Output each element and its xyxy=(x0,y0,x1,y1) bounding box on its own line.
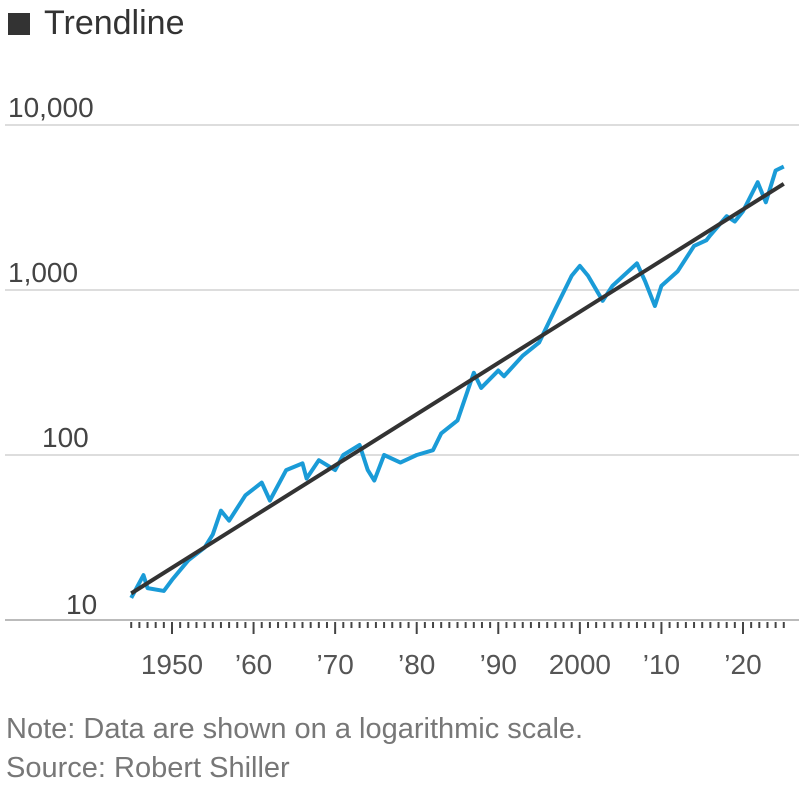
x-tick-label: ’80 xyxy=(398,649,435,680)
y-tick-label: 10 xyxy=(66,589,97,620)
y-tick-label: 100 xyxy=(42,422,89,453)
x-tick-label: ’90 xyxy=(480,649,517,680)
footnote: Note: Data are shown on a logarithmic sc… xyxy=(6,710,583,788)
legend-label-trendline: Trendline xyxy=(44,4,185,42)
legend: Trendline xyxy=(8,4,184,43)
source-text: Source: Robert Shiller xyxy=(6,752,290,784)
x-tick-label: ’60 xyxy=(235,649,272,680)
x-tick-label: 1950 xyxy=(141,649,203,680)
x-tick-label: ’10 xyxy=(643,649,680,680)
price-line xyxy=(129,164,785,599)
note-text: Note: Data are shown on a logarithmic sc… xyxy=(6,713,584,745)
trendline xyxy=(130,182,785,596)
x-tick-label: ’20 xyxy=(724,649,761,680)
y-tick-label: 10,000 xyxy=(8,92,94,123)
x-tick-label: 2000 xyxy=(549,649,611,680)
x-tick-label: ’70 xyxy=(316,649,353,680)
y-tick-label: 1,000 xyxy=(8,257,78,288)
legend-swatch-trendline xyxy=(8,12,30,35)
